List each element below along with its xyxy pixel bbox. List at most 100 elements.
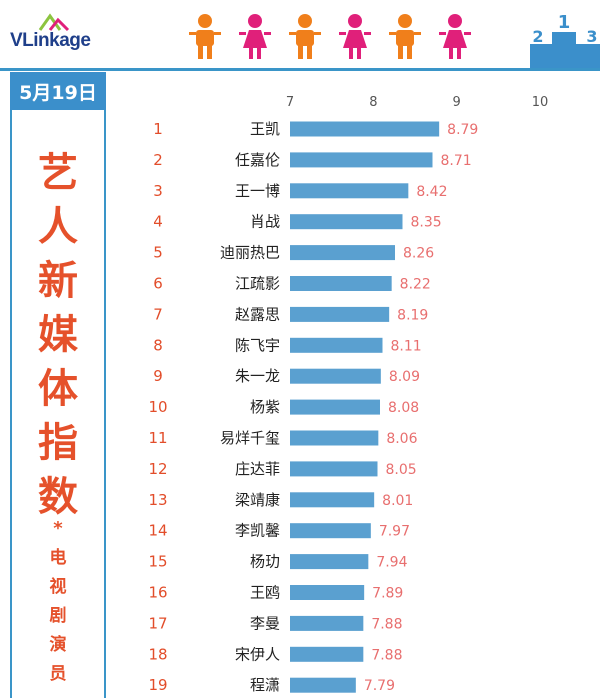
table-row: 12 庄达菲 8.05 (148, 460, 416, 478)
name-label: 易烊千玺 (220, 429, 280, 447)
value-label: 8.42 (416, 184, 447, 200)
bar (290, 214, 403, 230)
date-badge: 5月19日 (10, 72, 106, 110)
rank-label: 4 (153, 213, 163, 231)
rank-label: 6 (153, 275, 163, 293)
title-char: 数 (38, 474, 78, 520)
table-row: 18 宋伊人 7.88 (148, 645, 402, 663)
rank-label: 15 (148, 553, 167, 571)
header-divider (0, 68, 600, 71)
table-row: 8 陈飞宇 8.11 (153, 336, 421, 354)
podium-number-3: 3 (586, 27, 597, 46)
table-row: 7 赵露思 8.19 (153, 305, 428, 323)
x-tick-label: 9 (453, 95, 461, 110)
rank-label: 14 (148, 522, 167, 540)
title-char: 艺 (38, 150, 78, 196)
value-label: 7.94 (376, 555, 407, 571)
value-label: 8.79 (447, 122, 478, 138)
rank-label: 17 (148, 614, 167, 632)
rank-label: 8 (153, 336, 163, 354)
rank-label: 13 (148, 491, 167, 509)
bar (290, 554, 369, 570)
logo-mark-icon (38, 13, 70, 32)
name-label: 程潇 (250, 676, 280, 694)
vlinkage-logo: VLinkage (8, 13, 128, 58)
podium-number-2: 2 (532, 27, 543, 46)
table-row: 14 李凯馨 7.97 (148, 522, 410, 540)
x-tick-label: 8 (369, 95, 377, 110)
rank-label: 10 (148, 398, 167, 416)
subtitle-char: 剧 (49, 606, 67, 626)
rank-label: 9 (153, 367, 163, 385)
podium-number-1: 1 (558, 12, 571, 33)
rank-label: 12 (148, 460, 167, 478)
title-char: 媒 (38, 312, 78, 358)
table-row: 13 梁靖康 8.01 (148, 491, 413, 509)
bar (290, 615, 364, 631)
name-label: 肖战 (250, 213, 280, 231)
table-row: 19 程潇 7.79 (148, 676, 395, 694)
name-label: 杨玏 (250, 553, 280, 571)
title-char: 人 (38, 204, 78, 250)
table-row: 9 朱一龙 8.09 (153, 367, 420, 385)
table-row: 3 王一博 8.42 (153, 182, 447, 200)
bar (290, 677, 356, 693)
sidebar-asterisk: * (53, 518, 63, 539)
table-row: 11 易烊千玺 8.06 (148, 429, 417, 447)
rank-label: 19 (148, 676, 167, 694)
bar (290, 399, 380, 415)
value-label: 8.19 (397, 307, 428, 323)
table-row: 10 杨紫 8.08 (148, 398, 419, 416)
bar (290, 152, 433, 168)
value-label: 8.01 (382, 493, 413, 509)
subtitle-char: 电 (49, 548, 67, 568)
name-label: 江疏影 (235, 275, 280, 293)
rank-label: 3 (153, 182, 163, 200)
subtitle-char: 演 (49, 635, 67, 655)
name-label: 王一博 (235, 182, 280, 200)
bar (290, 523, 371, 539)
name-label: 任嘉伦 (235, 151, 280, 169)
title-char: 体 (38, 366, 78, 412)
bar (290, 276, 392, 291)
x-tick-label: 7 (286, 95, 294, 110)
value-label: 8.08 (388, 400, 419, 416)
value-label: 7.79 (364, 678, 395, 694)
value-label: 8.06 (386, 431, 417, 447)
rank-label: 7 (153, 305, 163, 323)
name-label: 庄达菲 (235, 460, 280, 478)
name-label: 杨紫 (250, 398, 280, 416)
bar (290, 368, 381, 384)
table-row: 17 李曼 7.88 (148, 614, 402, 632)
name-label: 陈飞宇 (235, 336, 280, 354)
bar (290, 245, 395, 261)
value-label: 8.05 (386, 462, 417, 478)
bar (290, 337, 383, 353)
name-label: 王凯 (250, 120, 280, 138)
name-label: 李曼 (250, 614, 280, 632)
name-label: 宋伊人 (235, 645, 280, 663)
table-row: 6 江疏影 8.22 (153, 275, 431, 293)
name-label: 赵露思 (235, 305, 280, 323)
value-label: 7.97 (379, 524, 410, 540)
name-label: 李凯馨 (235, 522, 280, 540)
value-label: 7.88 (371, 647, 402, 663)
people-figures-icon (189, 14, 471, 59)
table-row: 5 迪丽热巴 8.26 (153, 244, 434, 262)
value-label: 8.35 (411, 215, 442, 231)
name-label: 梁靖康 (235, 491, 280, 509)
table-row: 4 肖战 8.35 (153, 213, 441, 231)
table-row: 1 王凯 8.79 (153, 120, 478, 138)
sidebar-frame (10, 110, 106, 698)
table-row: 15 杨玏 7.94 (148, 553, 407, 571)
x-tick-label: 10 (532, 95, 549, 110)
rank-label: 2 (153, 151, 163, 169)
table-row: 2 任嘉伦 8.71 (153, 151, 471, 169)
bar (290, 430, 379, 446)
value-label: 8.71 (441, 153, 472, 169)
value-label: 7.88 (371, 616, 402, 632)
table-row: 16 王鸥 7.89 (148, 584, 403, 602)
sidebar-title: 艺 人 新 媒 体 指 数 (10, 146, 106, 524)
value-label: 8.09 (389, 369, 420, 385)
